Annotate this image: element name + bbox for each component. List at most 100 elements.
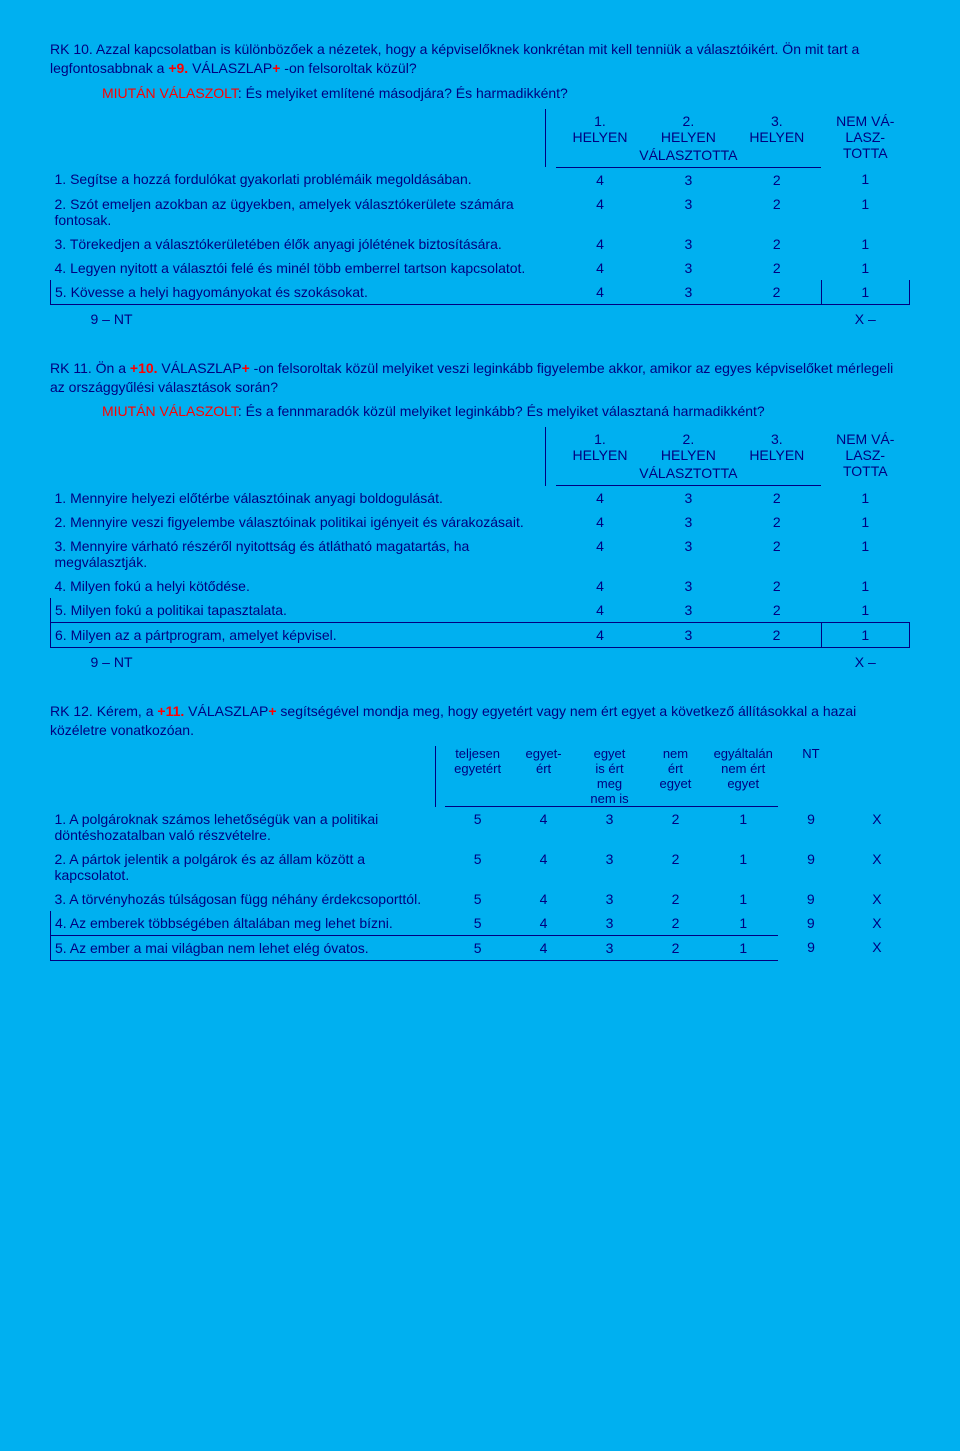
table-row: 5. Kövesse a helyi hagyományokat és szok… <box>51 280 910 305</box>
hdr-2: 2.HELYEN <box>644 109 732 147</box>
table-header-row: teljesenegyetért egyet-ért egyetis értme… <box>51 746 911 807</box>
cell: 2 <box>733 232 821 256</box>
question-10: RK 10. Azzal kapcsolatban is különbözőek… <box>50 40 910 331</box>
table-row: 4. Milyen fokú a helyi kötődése. 4 3 2 1 <box>51 574 910 598</box>
cell: 4 <box>556 256 644 280</box>
hdr-egyetert: egyet-ért <box>511 746 577 807</box>
table-row: 4. Legyen nyitott a választói felé és mi… <box>51 256 910 280</box>
table-row: 4. Az emberek többségében általában meg … <box>51 911 911 936</box>
plus-mark: + <box>242 360 250 376</box>
stmt: 5. Milyen fokú a politikai tapasztalata. <box>51 598 546 623</box>
footer-nt: 9 – NT <box>51 304 546 331</box>
hdr-nt: NT <box>778 746 844 807</box>
cell: 2 <box>733 280 821 305</box>
q10-label: RK 10. <box>50 41 93 57</box>
cell: 3 <box>644 256 732 280</box>
q11-table: 1.HELYEN 2.HELYEN 3.HELYEN NEM VÁ-LASZ-T… <box>50 427 910 674</box>
stmt: 4. Az emberek többségében általában meg … <box>51 911 436 936</box>
cell: 4 <box>556 167 644 192</box>
table-row: 1. Segítse a hozzá fordulókat gyakorlati… <box>51 167 910 192</box>
hdr-3: 3.HELYEN <box>733 109 821 147</box>
hdr-teljesen: teljesenegyetért <box>445 746 511 807</box>
stmt: 5. Az ember a mai világban nem lehet elé… <box>51 935 436 960</box>
table-row: 1. Mennyire helyezi előtérbe választóina… <box>51 486 910 511</box>
cell: 1 <box>821 232 909 256</box>
stmt: 1. A polgároknak számos lehetőségük van … <box>51 807 436 847</box>
table-row: 6. Milyen az a pártprogram, amelyet képv… <box>51 623 910 648</box>
stmt: 1. Segítse a hozzá fordulókat gyakorlati… <box>51 167 546 192</box>
miutan-label: MIUTÁN VÁLASZOLT <box>102 85 238 101</box>
hdr-nem: NEM VÁ-LASZ-TOTTA <box>821 109 909 168</box>
cell: 2 <box>733 256 821 280</box>
cell: 4 <box>556 192 644 232</box>
table-row: 2. Mennyire veszi figyelembe választóina… <box>51 510 910 534</box>
table-row: 1. A polgároknak számos lehetőségük van … <box>51 807 911 847</box>
q11-text-a: Ön a <box>92 360 130 376</box>
q11-intro: RK 11. Ön a +10. VÁLASZLAP+ -on felsorol… <box>50 359 910 397</box>
table-row: 2. Szót emeljen azokban az ügyekben, ame… <box>51 192 910 232</box>
q10-intro: RK 10. Azzal kapcsolatban is különbözőek… <box>50 40 910 78</box>
q11-miutan: MIUTÁN VÁLASZOLT: És a fennmaradók közül… <box>102 402 910 421</box>
hdr-2: 2.HELYEN <box>644 427 732 465</box>
hdr-1: 1.HELYEN <box>556 109 644 147</box>
valasztotta-label: VÁLASZTOTTA <box>556 465 821 486</box>
miutan-text: : És melyiket említené másodjára? És har… <box>238 85 568 101</box>
table-row: 3. A törvényhozás túlságosan függ néhány… <box>51 887 911 911</box>
q10-miutan: MIUTÁN VÁLASZOLT: És melyiket említené m… <box>102 84 910 103</box>
question-12: RK 12. Kérem, a +11. VÁLASZLAP+ segítség… <box>50 702 910 960</box>
q12-intro: RK 12. Kérem, a +11. VÁLASZLAP+ segítség… <box>50 702 910 740</box>
footer-nt: 9 – NT <box>51 648 546 675</box>
table-row: 3. Törekedjen a választókerületében élők… <box>51 232 910 256</box>
table-row: 5. Az ember a mai világban nem lehet elé… <box>51 935 911 960</box>
table-subheader-row: VÁLASZTOTTA <box>51 147 910 168</box>
cell: 4 <box>556 280 644 305</box>
cell: 4 <box>556 232 644 256</box>
q11-label: RK 11. <box>50 360 92 376</box>
q12-table: teljesenegyetért egyet-ért egyetis értme… <box>50 746 910 961</box>
stmt: 2. Szót emeljen azokban az ügyekben, ame… <box>51 192 546 232</box>
table-subheader-row: VÁLASZTOTTA <box>51 465 910 486</box>
hdr-nem-ert: nemértegyet <box>642 746 708 807</box>
stmt: 3. A törvényhozás túlságosan függ néhány… <box>51 887 436 911</box>
hdr-egyaltalan: egyáltalánnem értegyet <box>708 746 778 807</box>
stmt: 4. Milyen fokú a helyi kötődése. <box>51 574 546 598</box>
q11-card-number: +10. <box>130 360 158 376</box>
stmt: 2. A pártok jelentik a polgárok és az ál… <box>51 847 436 887</box>
q12-label: RK 12. <box>50 703 93 719</box>
q10-text-b: VÁLASZLAP <box>188 60 272 76</box>
cell: 1 <box>821 256 909 280</box>
cell: 1 <box>821 167 909 192</box>
cell: 3 <box>644 232 732 256</box>
cell: 2 <box>733 167 821 192</box>
table-header-row: 1.HELYEN 2.HELYEN 3.HELYEN NEM VÁ-LASZ-T… <box>51 109 910 147</box>
hdr-nem: NEM VÁ-LASZ-TOTTA <box>821 427 909 486</box>
table-footer: 9 – NT X – <box>51 648 910 675</box>
miutan-label: MIUTÁN VÁLASZOLT <box>102 403 238 419</box>
q10-card-number: +9. <box>168 60 188 76</box>
stmt: 4. Legyen nyitott a választói felé és mi… <box>51 256 546 280</box>
cell: 3 <box>644 167 732 192</box>
cell: 3 <box>644 192 732 232</box>
cell: 1 <box>821 192 909 232</box>
cell: 3 <box>644 280 732 305</box>
q12-text-a: Kérem, a <box>93 703 158 719</box>
table-row: 3. Mennyire várható részéről nyitottság … <box>51 534 910 574</box>
stmt: 3. Mennyire várható részéről nyitottság … <box>51 534 546 574</box>
stmt: 6. Milyen az a pártprogram, amelyet képv… <box>51 623 546 648</box>
question-11: RK 11. Ön a +10. VÁLASZLAP+ -on felsorol… <box>50 359 910 675</box>
footer-x: X – <box>821 648 909 675</box>
hdr-egyet-is: egyetis értmegnem is <box>577 746 643 807</box>
table-header-row: 1.HELYEN 2.HELYEN 3.HELYEN NEM VÁ-LASZ-T… <box>51 427 910 465</box>
stmt: 5. Kövesse a helyi hagyományokat és szok… <box>51 280 546 305</box>
table-row: 2. A pártok jelentik a polgárok és az ál… <box>51 847 911 887</box>
table-row: 5. Milyen fokú a politikai tapasztalata.… <box>51 598 910 623</box>
hdr-1: 1.HELYEN <box>556 427 644 465</box>
cell: 2 <box>733 192 821 232</box>
hdr-3: 3.HELYEN <box>733 427 821 465</box>
miutan-text: : És a fennmaradók közül melyiket legink… <box>238 403 765 419</box>
q11-text-b: VÁLASZLAP <box>158 360 242 376</box>
stmt: 1. Mennyire helyezi előtérbe választóina… <box>51 486 546 511</box>
valasztotta-label: VÁLASZTOTTA <box>556 147 821 168</box>
footer-x: X – <box>821 304 909 331</box>
stmt: 2. Mennyire veszi figyelembe választóina… <box>51 510 546 534</box>
